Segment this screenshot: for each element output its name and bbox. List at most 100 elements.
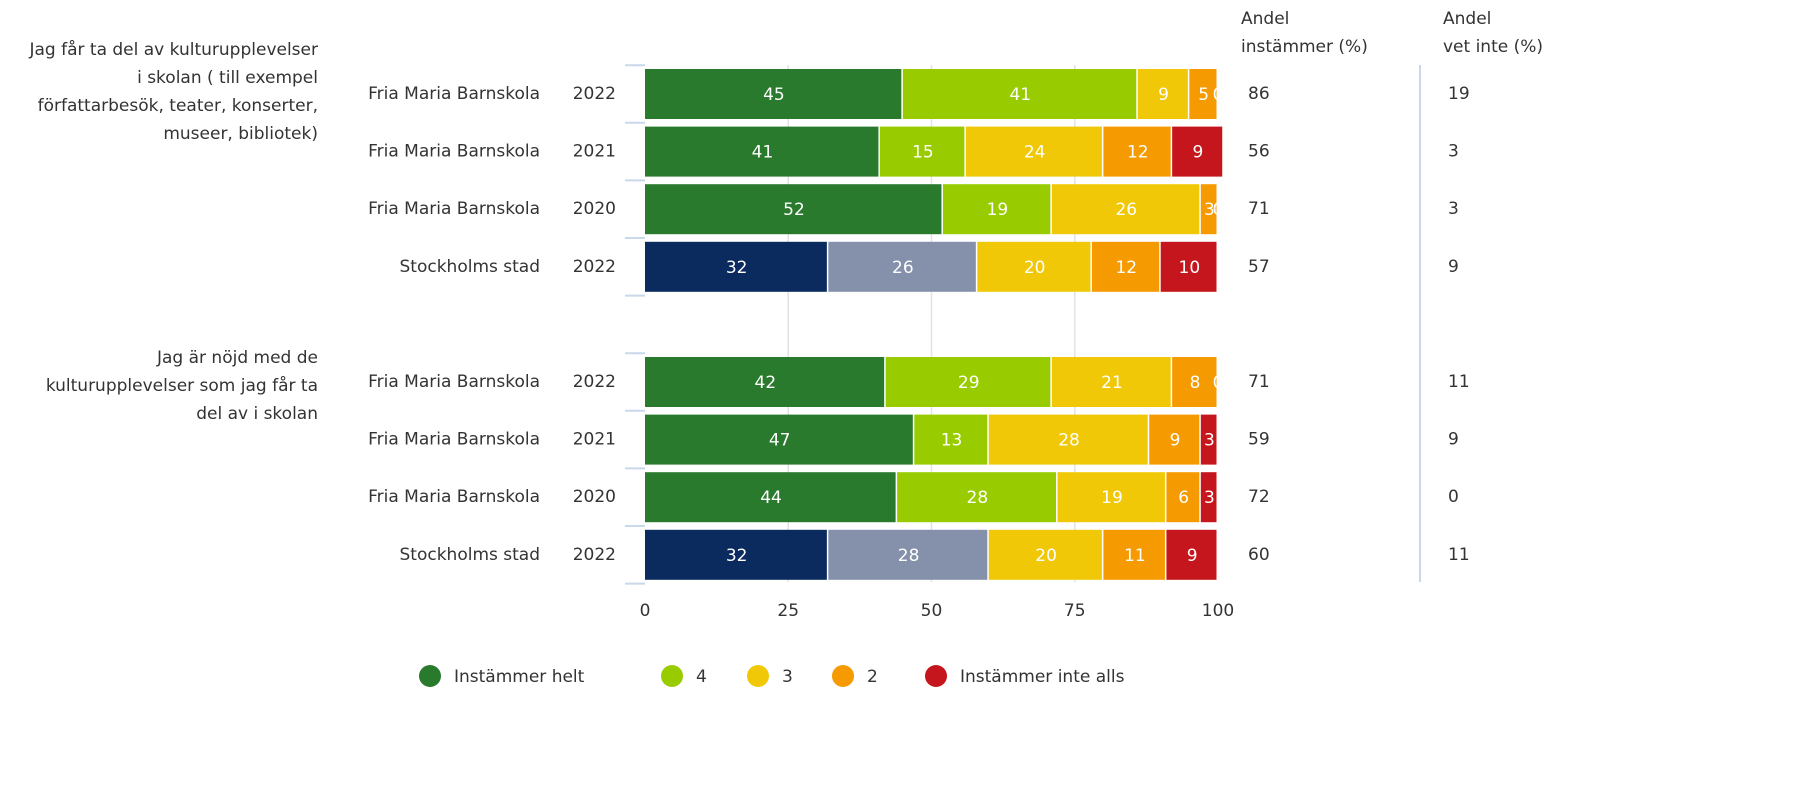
question-label: i skolan ( till exempel	[137, 68, 318, 88]
bar-value-label: 9	[1170, 431, 1181, 451]
question-label: författarbesök, teater, konserter,	[38, 96, 318, 116]
bar-segment	[1200, 414, 1217, 465]
andel-instammer-value: 72	[1248, 487, 1270, 507]
bar-segment	[965, 126, 1102, 177]
bar-value-label: 0	[1213, 85, 1224, 105]
bar-segment	[988, 414, 1148, 465]
year-label: 2022	[573, 372, 616, 392]
x-tick-label: 100	[1202, 601, 1234, 621]
bar-value-label: 8	[1190, 373, 1201, 393]
bar-segment	[885, 357, 1051, 407]
legend-label: 4	[696, 667, 707, 687]
bar-value-label: 28	[898, 546, 920, 566]
bar-value-label: 28	[1058, 431, 1080, 451]
legend-marker	[419, 665, 441, 687]
andel-vet-inte-value: 9	[1448, 257, 1459, 277]
legend-label: 3	[782, 667, 793, 687]
bar-segment	[1189, 69, 1217, 119]
andel-instammer-value: 86	[1248, 84, 1270, 104]
category-label: Stockholms stad	[400, 545, 541, 565]
question-label: Jag får ta del av kulturupplevelser	[28, 39, 318, 60]
year-label: 2022	[573, 84, 616, 104]
bar-value-label: 13	[941, 431, 963, 451]
year-label: 2020	[573, 199, 616, 219]
bar-value-label: 32	[726, 546, 748, 566]
bar-value-label: 12	[1127, 143, 1149, 163]
bar-segment	[977, 241, 1091, 292]
column-header: vet inte (%)	[1443, 37, 1543, 57]
andel-instammer-value: 59	[1248, 430, 1270, 450]
bar-segment	[1200, 472, 1217, 523]
question-label: Jag är nöjd med de	[156, 348, 318, 368]
legend-label: Instämmer inte alls	[960, 667, 1125, 687]
bar-value-label: 32	[726, 258, 748, 278]
andel-instammer-value: 60	[1248, 545, 1270, 565]
bar-segment	[828, 529, 988, 580]
question-label: kulturupplevelser som jag får ta	[46, 375, 318, 396]
legend-marker	[661, 665, 683, 687]
bar-segment	[914, 414, 988, 465]
bar-segment	[1091, 241, 1160, 292]
andel-vet-inte-value: 11	[1448, 372, 1470, 392]
legend-label: Instämmer helt	[454, 667, 585, 687]
bar-value-label: 19	[987, 200, 1009, 220]
x-tick-label: 50	[921, 601, 943, 621]
andel-vet-inte-value: 11	[1448, 545, 1470, 565]
bar-segment	[988, 529, 1102, 580]
bar-value-label: 3	[1204, 488, 1215, 508]
x-tick-label: 25	[777, 601, 799, 621]
bar-segment	[1103, 126, 1171, 177]
andel-instammer-value: 71	[1248, 199, 1270, 219]
bar-value-label: 45	[763, 85, 785, 105]
bar-segment	[1200, 184, 1217, 235]
bar-value-label: 28	[967, 488, 989, 508]
bar-value-label: 15	[912, 143, 934, 163]
andel-instammer-value: 56	[1248, 142, 1270, 162]
category-label: Fria Maria Barnskola	[368, 84, 540, 104]
andel-vet-inte-value: 9	[1448, 430, 1459, 450]
bar-segment	[645, 126, 879, 177]
bar-value-label: 29	[958, 373, 980, 393]
andel-vet-inte-value: 3	[1448, 199, 1459, 219]
bar-value-label: 20	[1024, 258, 1046, 278]
bar-segment	[1172, 126, 1223, 177]
bar-value-label: 0	[1213, 373, 1224, 393]
bar-segment	[1160, 241, 1217, 292]
bar-segment	[1166, 472, 1200, 523]
legend-marker	[747, 665, 769, 687]
bar-segment	[1149, 414, 1200, 465]
bar-value-label: 9	[1158, 85, 1169, 105]
bar-value-label: 41	[752, 143, 774, 163]
bar-value-label: 3	[1204, 431, 1215, 451]
bar-value-label: 42	[755, 373, 777, 393]
bar-segment	[828, 241, 976, 292]
bar-value-label: 41	[1009, 85, 1031, 105]
bar-segment	[645, 414, 913, 465]
bar-segment	[1103, 529, 1165, 580]
bar-segment	[1137, 69, 1188, 119]
column-header: Andel	[1241, 9, 1289, 29]
year-label: 2021	[573, 142, 616, 162]
year-label: 2022	[573, 257, 616, 277]
category-label: Stockholms stad	[400, 257, 541, 277]
bar-segment	[645, 184, 942, 235]
bar-value-label: 47	[769, 431, 791, 451]
andel-vet-inte-value: 0	[1448, 487, 1459, 507]
bar-segment	[879, 126, 965, 177]
bar-value-label: 44	[760, 488, 782, 508]
bar-value-label: 19	[1101, 488, 1123, 508]
bar-segment	[645, 357, 885, 407]
bar-value-label: 3	[1204, 200, 1215, 220]
bar-value-label: 9	[1187, 546, 1198, 566]
bar-segment	[1051, 357, 1171, 407]
bar-value-label: 5	[1198, 85, 1209, 105]
year-label: 2021	[573, 430, 616, 450]
bar-value-label: 12	[1115, 258, 1137, 278]
bar-value-label: 20	[1035, 546, 1057, 566]
bar-segment	[645, 529, 827, 580]
year-label: 2020	[573, 487, 616, 507]
bar-value-label: 0	[1213, 200, 1224, 220]
bar-segment	[645, 69, 902, 119]
